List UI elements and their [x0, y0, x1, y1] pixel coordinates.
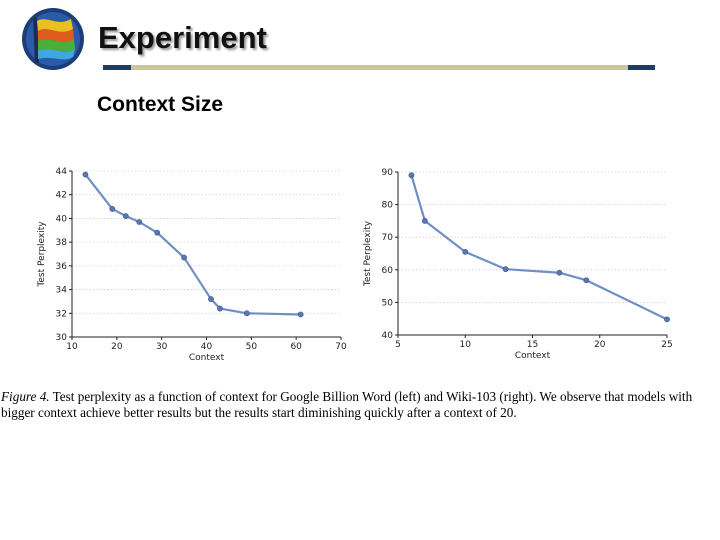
- chart-right-svg: 40 50 60 70 80 90 5 10 15 20 25 Context Test Perplex…: [363, 168, 673, 361]
- y-tick-label: 38: [56, 238, 68, 248]
- chart-left-svg: 30 32 34 36 38 40 42 44 10 20 30 40 50 60 70 Context Tes…: [37, 167, 347, 363]
- data-point: [462, 248, 469, 255]
- x-tick-label: 5: [395, 340, 401, 350]
- data-point: [243, 310, 250, 317]
- title-rule-left: [103, 65, 131, 70]
- y-tick-label: 36: [56, 262, 68, 272]
- data-point: [408, 172, 415, 179]
- x-axis-label: Context: [189, 353, 225, 363]
- data-point: [664, 316, 670, 323]
- y-tick-label: 42: [56, 191, 67, 201]
- data-point: [583, 277, 590, 284]
- figure-caption: Figure 4. Test perplexity as a function …: [1, 389, 720, 421]
- x-tick-label: 50: [246, 342, 258, 352]
- data-point: [502, 266, 509, 273]
- y-axis-label: Test Perplexity: [363, 220, 373, 287]
- y-tick-label: 34: [56, 286, 68, 296]
- y-tick-label: 90: [382, 168, 394, 178]
- y-tick-label: 40: [56, 214, 68, 224]
- x-tick-label: 25: [661, 340, 672, 350]
- data-point: [82, 171, 89, 178]
- data-point: [109, 206, 116, 212]
- x-tick-label: 15: [527, 340, 538, 350]
- y-tick-label: 30: [56, 333, 68, 343]
- x-tick-label: 20: [111, 342, 123, 352]
- data-point: [422, 218, 428, 224]
- y-tick-label: 80: [382, 201, 394, 211]
- data-point: [181, 254, 187, 261]
- data-point: [122, 213, 129, 219]
- y-tick-label: 70: [382, 233, 394, 243]
- x-axis-label: Context: [515, 351, 551, 361]
- chart-google-billion-word: 30 32 34 36 38 40 42 44 10 20 30 40 50 60 70 Context Tes…: [30, 155, 348, 370]
- y-tick-label: 44: [56, 167, 68, 177]
- x-tick-label: 10: [66, 342, 78, 352]
- x-tick-label: 60: [290, 342, 302, 352]
- data-point: [217, 305, 223, 312]
- y-tick-label: 32: [56, 309, 67, 319]
- university-logo: [21, 7, 85, 71]
- x-tick-label: 10: [460, 340, 472, 350]
- series-line: [410, 174, 668, 321]
- x-tick-label: 30: [156, 342, 168, 352]
- x-tick-label: 20: [594, 340, 606, 350]
- slide-subtitle: Context Size: [97, 93, 224, 116]
- caption-text: Test perplexity as a function of context…: [1, 389, 693, 420]
- x-tick-label: 40: [201, 342, 213, 352]
- chart-wiki-103: 40 50 60 70 80 90 5 10 15 20 25 Context Test Perplex…: [356, 155, 674, 370]
- x-tick-label: 70: [335, 342, 347, 352]
- data-point: [208, 296, 214, 302]
- y-tick-label: 50: [382, 298, 394, 308]
- y-tick-label: 60: [382, 266, 394, 276]
- title-rule-right: [628, 65, 655, 70]
- data-point: [136, 219, 143, 225]
- data-point: [154, 229, 161, 236]
- slide-title: Experiment: [98, 20, 267, 55]
- y-axis-label: Test Perplexity: [37, 221, 47, 288]
- figure-label: Figure 4.: [1, 389, 50, 404]
- series-line: [84, 173, 301, 316]
- data-point: [297, 311, 304, 318]
- title-rule-middle: [131, 65, 628, 70]
- y-tick-label: 40: [382, 331, 394, 341]
- data-point: [556, 269, 563, 276]
